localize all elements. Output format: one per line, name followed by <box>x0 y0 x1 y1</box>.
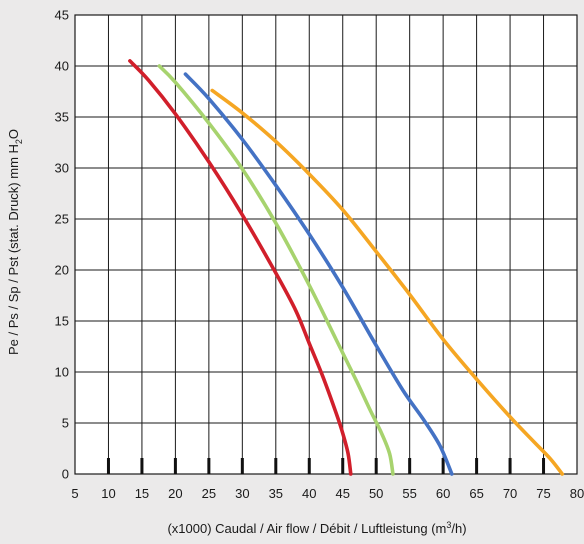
x-tick-mark <box>274 458 278 474</box>
x-tick-label: 30 <box>235 486 249 501</box>
x-tick-mark <box>408 458 412 474</box>
x-tick-label: 55 <box>402 486 416 501</box>
x-tick-label: 65 <box>469 486 483 501</box>
series-line-2 <box>157 64 395 476</box>
x-tick-mark <box>374 458 378 474</box>
x-tick-label: 60 <box>436 486 450 501</box>
x-tick-label: 40 <box>302 486 316 501</box>
y-tick-label: 45 <box>55 8 69 23</box>
x-axis-label: (x1000) Caudal / Air flow / Débit / Luft… <box>167 520 466 536</box>
x-tick-label: 10 <box>101 486 115 501</box>
y-tick-label: 10 <box>55 365 69 380</box>
x-tick-label: 75 <box>536 486 550 501</box>
x-tick-label: 15 <box>135 486 149 501</box>
y-tick-label: 30 <box>55 161 69 176</box>
series-line-3 <box>183 72 454 476</box>
x-tick-mark <box>341 458 345 474</box>
x-tick-mark <box>207 458 211 474</box>
series-line-4 <box>210 88 565 476</box>
x-tick-mark <box>106 458 110 474</box>
x-tick-label: 5 <box>71 486 78 501</box>
y-tick-label: 20 <box>55 263 69 278</box>
x-tick-label: 50 <box>369 486 383 501</box>
x-tick-label: 45 <box>335 486 349 501</box>
series-line-1 <box>128 59 353 476</box>
y-tick-labels: 0 5 10 15 20 25 30 35 40 45 <box>55 8 69 482</box>
y-tick-label: 5 <box>62 416 69 431</box>
x-tick-mark <box>140 458 144 474</box>
x-tick-label: 70 <box>503 486 517 501</box>
plot-border <box>74 14 578 475</box>
x-tick-label: 20 <box>168 486 182 501</box>
series-group <box>128 59 565 476</box>
x-tick-mark <box>542 458 546 474</box>
x-tick-labels: 5 10 15 20 25 30 35 40 45 50 55 60 65 70 75 80 <box>71 486 584 501</box>
x-tick-mark <box>441 458 445 474</box>
x-tick-label: 25 <box>202 486 216 501</box>
axis-tick-marks <box>106 458 546 474</box>
y-axis-label: Pe / Ps / Sp / Pst (stat. Druck) mm H2O <box>6 129 24 355</box>
x-tick-mark <box>508 458 512 474</box>
y-tick-label: 35 <box>55 110 69 125</box>
x-tick-mark <box>475 458 479 474</box>
x-tick-mark <box>240 458 244 474</box>
x-tick-label: 80 <box>570 486 584 501</box>
y-tick-label: 0 <box>62 467 69 482</box>
x-tick-mark <box>307 458 311 474</box>
y-tick-label: 25 <box>55 212 69 227</box>
y-tick-label: 40 <box>55 59 69 74</box>
y-tick-label: 15 <box>55 314 69 329</box>
x-tick-label: 35 <box>269 486 283 501</box>
x-tick-mark <box>173 458 177 474</box>
